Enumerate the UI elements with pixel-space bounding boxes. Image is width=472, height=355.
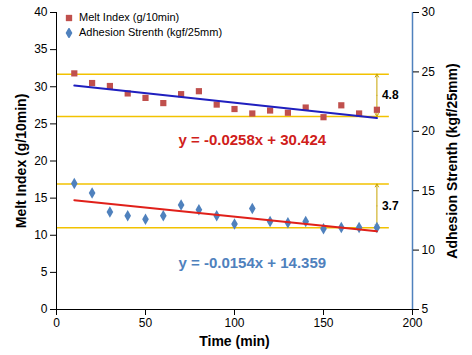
- svg-text:0: 0: [53, 316, 60, 330]
- svg-text:30: 30: [34, 80, 48, 94]
- svg-text:10: 10: [34, 228, 48, 242]
- svg-text:10: 10: [422, 243, 436, 257]
- svg-text:20: 20: [422, 124, 436, 138]
- svg-text:50: 50: [139, 316, 153, 330]
- svg-text:15: 15: [34, 191, 48, 205]
- html-text:Adhesion Strenth (kgf/25mm): Adhesion Strenth (kgf/25mm): [79, 26, 223, 38]
- svg-text:30: 30: [422, 5, 436, 19]
- svg-text:150: 150: [313, 316, 333, 330]
- svg-text:25: 25: [422, 65, 436, 79]
- svg-text:y = -0.0154x + 14.359: y = -0.0154x + 14.359: [178, 254, 326, 271]
- svg-text:200: 200: [402, 316, 422, 330]
- svg-text:5: 5: [41, 265, 48, 279]
- svg-text:4.8: 4.8: [382, 88, 399, 102]
- svg-text:Time (min): Time (min): [199, 333, 270, 349]
- html-text:Melt Index (g/10min): Melt Index (g/10min): [79, 11, 180, 23]
- svg-text:Melt Index (g/10min): Melt Index (g/10min): [13, 94, 29, 229]
- svg-text:5: 5: [422, 302, 429, 316]
- svg-text:Adhesion Strenth (kgf/25mm): Adhesion Strenth (kgf/25mm): [444, 63, 460, 258]
- svg-text:20: 20: [34, 154, 48, 168]
- svg-text:0: 0: [41, 302, 48, 316]
- svg-text:3.7: 3.7: [382, 199, 399, 213]
- svg-text:35: 35: [34, 42, 48, 56]
- svg-text:25: 25: [34, 117, 48, 131]
- svg-text:y = -0.0258x + 30.424: y = -0.0258x + 30.424: [178, 131, 326, 148]
- svg-text:40: 40: [34, 5, 48, 19]
- svg-text:15: 15: [422, 184, 436, 198]
- svg-text:100: 100: [224, 316, 244, 330]
